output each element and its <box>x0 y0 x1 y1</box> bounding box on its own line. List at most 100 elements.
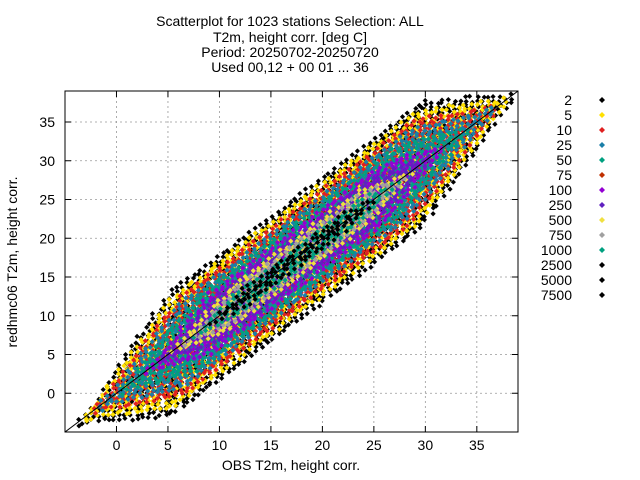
data-point <box>263 229 269 236</box>
data-point <box>475 94 481 100</box>
data-point <box>269 336 275 342</box>
data-point <box>224 259 231 265</box>
data-point <box>293 198 299 205</box>
data-point <box>144 399 150 405</box>
data-point <box>405 115 412 121</box>
data-point <box>135 416 141 422</box>
data-point <box>325 281 331 287</box>
data-point <box>316 294 322 300</box>
data-point <box>466 106 473 112</box>
data-point <box>144 324 150 330</box>
data-point <box>348 170 354 176</box>
data-point <box>202 367 208 374</box>
data-point <box>399 231 405 237</box>
data-point <box>399 221 405 227</box>
data-point <box>422 201 428 207</box>
data-point <box>409 122 415 128</box>
data-point <box>219 375 225 381</box>
data-point <box>394 154 400 160</box>
data-point <box>164 412 170 418</box>
data-point <box>140 400 146 407</box>
data-point <box>104 389 110 395</box>
data-point <box>417 127 423 133</box>
data-point <box>241 352 247 358</box>
data-point <box>253 336 259 342</box>
data-point <box>338 272 344 278</box>
data-point <box>336 173 343 180</box>
data-point <box>430 211 436 217</box>
data-point <box>123 356 129 362</box>
data-point <box>151 398 157 404</box>
data-point <box>303 303 309 310</box>
data-point <box>299 311 305 318</box>
data-point <box>248 327 254 333</box>
data-point <box>240 345 247 351</box>
data-point <box>315 181 321 188</box>
data-point <box>169 287 175 293</box>
data-point <box>456 164 462 170</box>
data-point <box>352 256 358 262</box>
data-point <box>412 126 419 132</box>
data-point <box>292 314 298 320</box>
data-point <box>356 273 363 279</box>
data-point <box>137 399 143 405</box>
data-point <box>387 123 393 129</box>
data-point <box>174 288 180 294</box>
data-point <box>203 384 209 390</box>
data-point <box>400 226 406 233</box>
data-point <box>213 259 219 265</box>
data-point <box>367 140 373 146</box>
data-point <box>378 143 385 149</box>
chart-title: Scatterplot for 1023 stations Selection:… <box>156 13 424 75</box>
data-point <box>252 338 258 344</box>
data-point <box>213 367 219 373</box>
data-point <box>276 224 282 230</box>
data-point <box>108 404 114 410</box>
data-point <box>224 340 230 347</box>
data-point <box>328 292 334 299</box>
data-point <box>404 228 410 234</box>
data-point <box>440 185 446 191</box>
data-point <box>455 160 461 166</box>
data-point <box>258 242 264 248</box>
data-point <box>311 306 317 312</box>
data-point <box>115 409 121 416</box>
data-point <box>322 179 328 185</box>
data-point <box>178 279 184 286</box>
data-point <box>287 218 293 224</box>
data-point <box>288 199 294 205</box>
data-point <box>435 123 441 129</box>
data-point <box>455 155 461 162</box>
data-point <box>91 405 97 412</box>
data-point <box>394 126 400 132</box>
data-point <box>202 262 209 269</box>
data-point <box>83 412 89 418</box>
data-point <box>178 367 185 374</box>
data-point <box>135 412 141 419</box>
data-point <box>407 147 413 153</box>
title-line-4: Used 00,12 + 00 01 ... 36 <box>211 59 369 75</box>
data-point <box>135 349 141 355</box>
data-point <box>89 406 95 412</box>
data-point <box>423 108 429 114</box>
data-point <box>144 374 150 380</box>
data-point <box>432 198 439 204</box>
data-point <box>133 396 139 403</box>
data-point <box>184 395 190 402</box>
data-point <box>463 98 469 105</box>
data-point <box>441 114 447 120</box>
data-point <box>361 143 367 149</box>
data-point <box>480 115 486 121</box>
data-point <box>323 277 329 283</box>
data-point <box>208 266 215 272</box>
data-point <box>259 228 265 234</box>
data-point <box>327 286 333 292</box>
data-point <box>141 351 147 357</box>
data-point <box>246 235 252 241</box>
data-point <box>127 362 133 369</box>
data-point <box>481 94 487 100</box>
data-point <box>503 105 510 111</box>
data-point <box>259 344 266 350</box>
data-point <box>464 146 470 152</box>
data-point <box>150 315 156 322</box>
